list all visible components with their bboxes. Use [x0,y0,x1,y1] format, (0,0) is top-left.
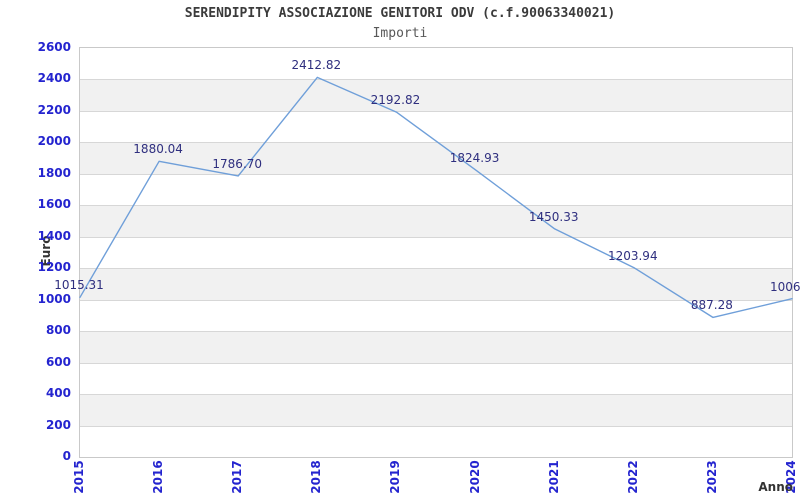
data-point-label: 1786.70 [212,156,263,171]
data-point-label: 1006.2 [770,279,800,294]
data-point-label: 1015.31 [54,278,104,293]
y-tick-label: 1200 [37,260,71,275]
y-tick-label: 2400 [37,71,71,86]
plot-band [80,48,792,80]
y-gridline [80,425,792,427]
plot-band [80,205,792,237]
y-tick-label: 2000 [37,134,71,149]
y-gridline [80,173,792,175]
y-gridline [80,236,792,238]
y-tick-label: 0 [62,449,71,463]
plot-area [79,47,793,458]
x-tick-label: 2020 [467,460,482,494]
y-tick-label: 1000 [37,291,71,306]
y-gridline [80,362,792,364]
plot-band [80,331,792,363]
x-tick-label: 2015 [72,460,86,494]
y-gridline [80,205,792,207]
data-point-label: 2412.82 [291,58,342,73]
data-point-label: 2192.82 [370,93,421,108]
y-gridline [80,331,792,333]
plot-band [80,79,792,111]
y-tick-label: 400 [45,386,71,401]
x-tick-label: 2017 [230,460,245,494]
data-point-label: 1450.33 [528,209,579,224]
chart-subtitle: Importi [372,26,428,41]
y-gridline [80,110,792,112]
y-gridline [80,268,792,270]
data-point-label: 1824.93 [449,150,500,165]
plot-band [80,299,792,332]
x-tick-label: 2018 [309,460,324,494]
line-series-importi [79,76,793,319]
y-tick-label: 2200 [37,102,71,117]
y-tick-label: 800 [45,323,71,338]
y-tick-label: 1600 [37,197,71,212]
data-point-label: 1880.04 [133,142,183,157]
y-gridline [80,142,792,144]
plot-band [80,362,792,395]
x-tick-label: 2021 [546,460,561,494]
plot-band [80,110,792,143]
y-tick-label: 2600 [37,40,71,54]
line-series-svg [79,76,793,319]
x-tick-label: 2019 [388,460,403,494]
y-tick-label: 600 [45,354,71,369]
x-tick-label: 2023 [704,460,719,494]
chart-title: SERENDIPITY ASSOCIAZIONE GENITORI ODV (c… [184,6,616,21]
y-tick-label: 1400 [37,228,71,243]
plot-band [80,394,792,426]
y-gridline [80,299,792,301]
plot-band [80,236,792,269]
plot-band [80,425,792,457]
y-gridline [80,79,792,81]
y-gridline [80,394,792,396]
x-tick-label: 2016 [151,460,166,494]
y-tick-label: 200 [45,417,71,432]
x-axis-title: Anno [758,480,793,494]
data-point-label: 1203.94 [607,248,658,263]
y-tick-label: 1800 [37,165,71,180]
plot-band [80,173,792,206]
x-tick-label: 2022 [625,460,640,494]
plot-band [80,268,792,300]
data-point-label: 887.28 [690,298,733,313]
